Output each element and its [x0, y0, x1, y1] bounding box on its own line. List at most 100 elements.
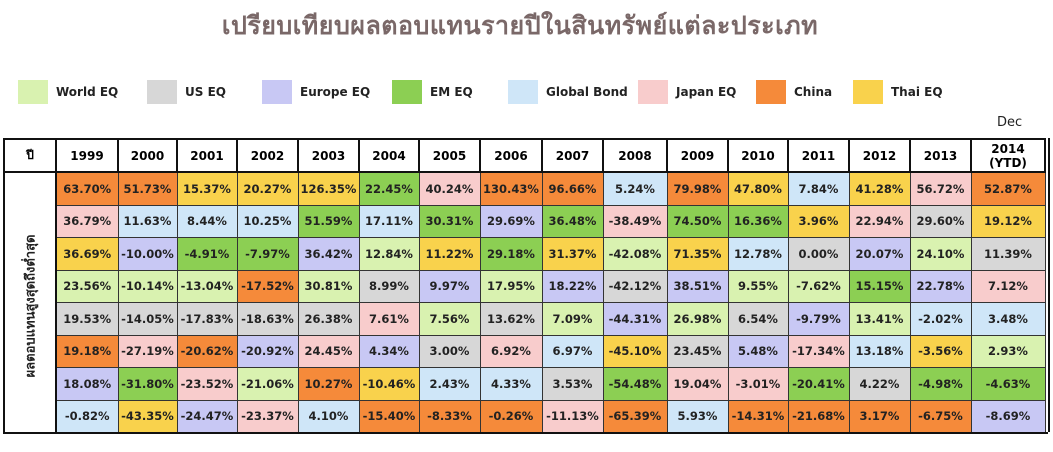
legend-label: World EQ	[56, 85, 119, 99]
return-cell: -44.31%	[602, 302, 668, 336]
return-cell: 56.72%	[909, 171, 972, 206]
return-cell: -3.01%	[727, 367, 789, 401]
return-cell: 7.56%	[418, 302, 481, 336]
return-cell: -10.46%	[358, 367, 420, 401]
return-cell: -10.14%	[117, 269, 178, 303]
return-cell: 4.33%	[479, 367, 543, 401]
legend-swatch	[508, 80, 538, 104]
year-header: 2014 (YTD)	[970, 138, 1046, 173]
legend-label: Thai EQ	[891, 85, 943, 99]
return-cell: 29.60%	[909, 204, 972, 238]
year-header: 2010	[727, 138, 789, 173]
return-cell: 17.11%	[358, 204, 420, 238]
return-cell: -38.49%	[602, 204, 668, 238]
return-cell: -2.02%	[909, 302, 972, 336]
return-cell: -0.82%	[55, 399, 119, 433]
return-cell: -21.06%	[236, 367, 299, 401]
return-cell: 29.69%	[479, 204, 543, 238]
legend-label: Japan EQ	[676, 85, 737, 99]
year-header: 2006	[479, 138, 543, 173]
return-cell: 19.18%	[55, 334, 119, 368]
year-header-label: ปี	[3, 138, 57, 173]
return-cell: 7.61%	[358, 302, 420, 336]
return-cell: -65.39%	[602, 399, 668, 433]
return-cell: 5.93%	[666, 399, 729, 433]
return-cell: 51.73%	[117, 171, 178, 206]
legend-label: Global Bond	[546, 85, 628, 99]
return-cell: -27.19%	[117, 334, 178, 368]
return-cell: 30.31%	[418, 204, 481, 238]
return-cell: 3.17%	[848, 399, 911, 433]
return-cell: 5.48%	[727, 334, 789, 368]
return-cell: -45.10%	[602, 334, 668, 368]
return-cell: 19.53%	[55, 302, 119, 336]
return-cell: 12.78%	[727, 237, 789, 271]
return-cell: 23.56%	[55, 269, 119, 303]
return-cell: 5.24%	[602, 171, 668, 206]
return-cell: -17.52%	[236, 269, 299, 303]
return-cell: 0.00%	[787, 237, 850, 271]
return-cell: -42.12%	[602, 269, 668, 303]
return-cell: -23.52%	[176, 367, 238, 401]
year-header: 2001	[176, 138, 238, 173]
chart-title: เปรียบเทียบผลตอบแทนรายปีในสินทรัพย์แต่ละ…	[221, 11, 819, 40]
year-header: 2005	[418, 138, 481, 173]
return-cell: 9.55%	[727, 269, 789, 303]
year-header: 2007	[541, 138, 604, 173]
return-cell: 96.66%	[541, 171, 604, 206]
return-cell: 130.43%	[479, 171, 543, 206]
legend-swatch	[392, 80, 422, 104]
return-cell: 12.84%	[358, 237, 420, 271]
return-cell: -10.00%	[117, 237, 178, 271]
return-cell: -20.92%	[236, 334, 299, 368]
return-cell: 11.63%	[117, 204, 178, 238]
year-header: 2008	[602, 138, 668, 173]
return-cell: -24.47%	[176, 399, 238, 433]
legend-swatch	[853, 80, 883, 104]
rank-row: ผลตอบแทนสูงสุดถึงต่ำสุด 63.70% 51.73% 15.37…	[3, 171, 1046, 434]
return-cell: -4.63%	[970, 367, 1046, 401]
return-cell: 31.37%	[541, 237, 604, 271]
return-cell: 18.22%	[541, 269, 604, 303]
header-row: ปี 1999 2000 2001 2002 2003 2004 2005 2006 2007 2…	[3, 138, 1046, 173]
return-cell: 22.45%	[358, 171, 420, 206]
year-header: 2012	[848, 138, 911, 173]
return-cell: 38.51%	[666, 269, 729, 303]
return-cell: 36.79%	[55, 204, 119, 238]
return-cell: -20.41%	[787, 367, 850, 401]
rank-row: 36.79% 11.63% 8.44% 10.25% 51.59% 17.11% 30.31…	[4, 204, 1046, 238]
returns-table: ปี 1999 2000 2001 2002 2003 2004 2005 2006 2007 2…	[3, 138, 1046, 434]
return-cell: 9.97%	[418, 269, 481, 303]
return-cell: 7.09%	[541, 302, 604, 336]
return-cell: -3.56%	[909, 334, 972, 368]
year-header: 2000	[117, 138, 178, 173]
return-cell: -42.08%	[602, 237, 668, 271]
return-cell: -21.68%	[787, 399, 850, 433]
return-cell: -14.31%	[727, 399, 789, 433]
legend-label: China	[794, 85, 833, 99]
return-cell: 22.94%	[848, 204, 911, 238]
return-cell: 40.24%	[418, 171, 481, 206]
return-cell: 4.10%	[297, 399, 360, 433]
return-cell: 19.12%	[970, 204, 1046, 238]
return-cell: 30.81%	[297, 269, 360, 303]
return-cell: 3.00%	[418, 334, 481, 368]
return-cell: 3.96%	[787, 204, 850, 238]
year-header: 2004	[358, 138, 420, 173]
return-cell: 6.97%	[541, 334, 604, 368]
year-header: 2009	[666, 138, 729, 173]
return-cell: 8.44%	[176, 204, 238, 238]
legend-swatch	[262, 80, 292, 104]
return-cell: 13.62%	[479, 302, 543, 336]
legend-label: Europe EQ	[300, 85, 371, 99]
rank-side-label: ผลตอบแทนสูงสุดถึงต่ำสุด	[23, 234, 39, 378]
return-cell: -13.04%	[176, 269, 238, 303]
rank-row: 19.18% -27.19% -20.62% -20.92% 24.45% 4.34% 3.…	[4, 334, 1046, 368]
return-cell: 29.18%	[479, 237, 543, 271]
return-cell: 79.98%	[666, 171, 729, 206]
return-cell: 8.99%	[358, 269, 420, 303]
rank-row: 36.69% -10.00% -4.91% -7.97% 36.42% 12.84% 11.…	[4, 237, 1046, 271]
return-cell: 24.45%	[297, 334, 360, 368]
return-cell: 6.92%	[479, 334, 543, 368]
table-right-border	[1048, 138, 1050, 432]
